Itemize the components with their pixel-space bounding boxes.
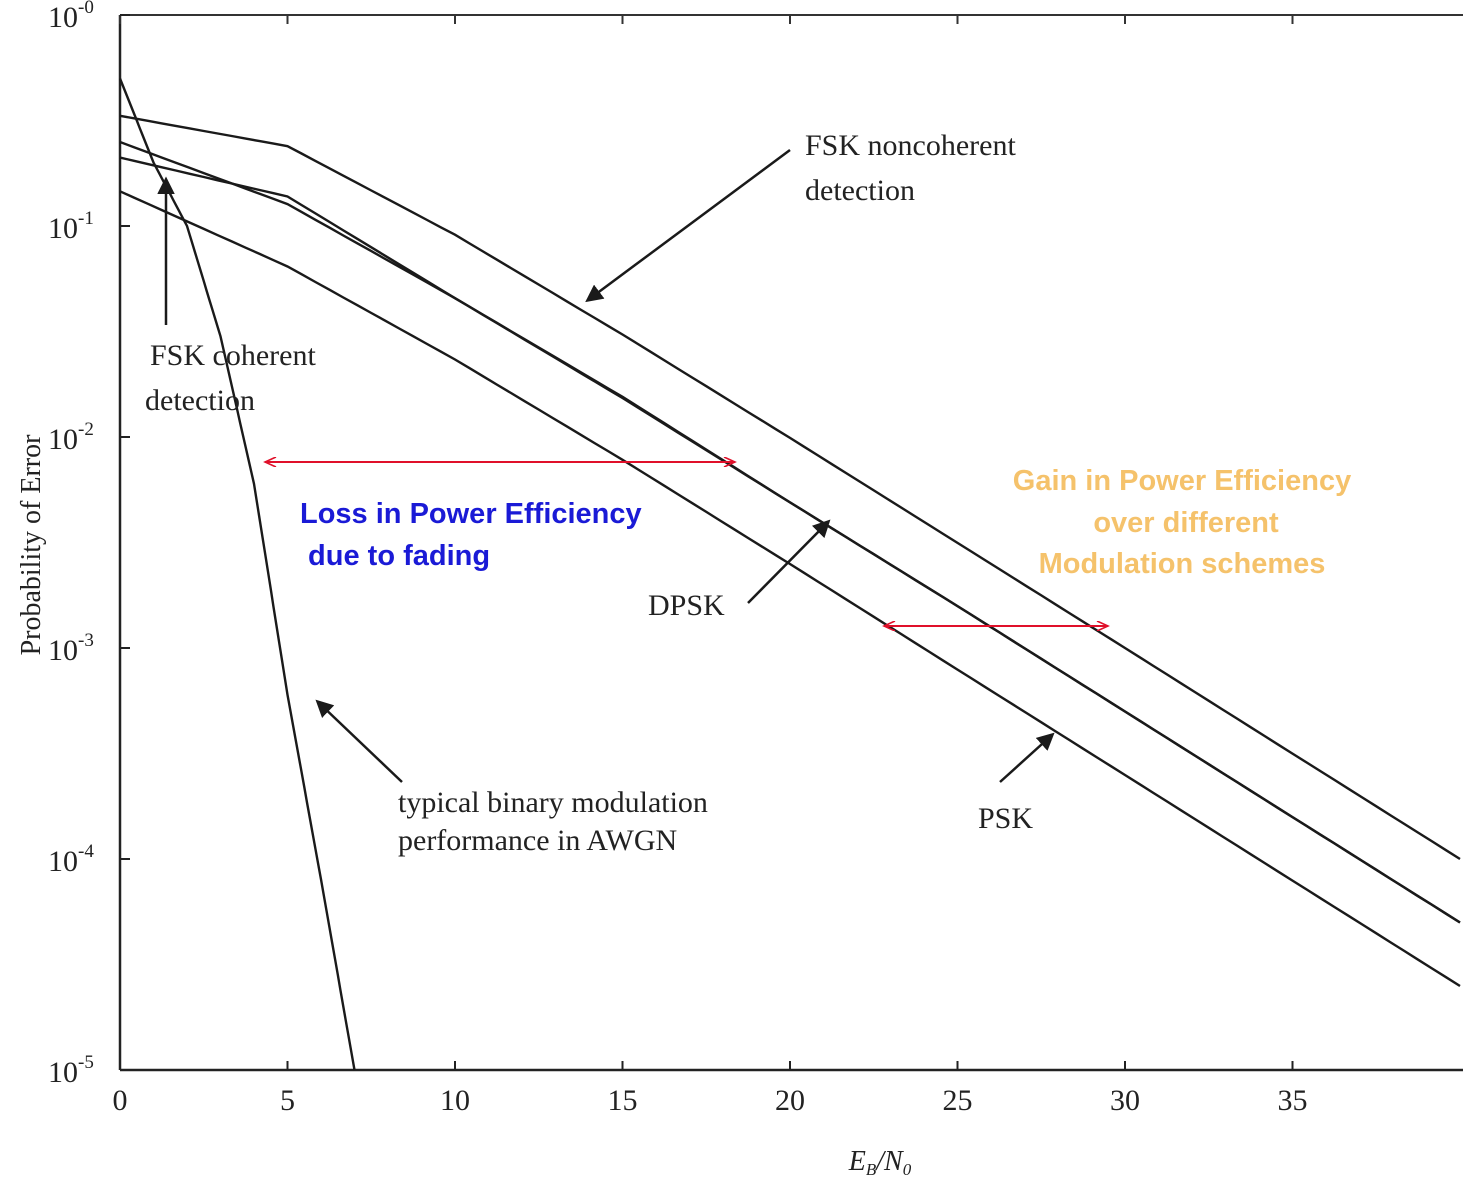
fsk-noncoherent-label-line1: FSK noncoherent (805, 129, 1016, 162)
loss-label-line1: Loss in Power Efficiency (300, 498, 642, 530)
y-axis-title: Probability of Error (16, 434, 47, 656)
x-tick-label: 35 (1278, 1084, 1308, 1117)
x-tick-label: 20 (775, 1084, 805, 1117)
fsk-coherent-label-line1: FSK coherent (150, 339, 316, 372)
x-tick-label: 25 (943, 1084, 973, 1117)
y-tick-label: 10-1 (48, 208, 94, 245)
gain-label-line1: Gain in Power Efficiency (1013, 465, 1351, 497)
loss-annotation: Loss in Power Efficiency due to fading (265, 462, 735, 572)
y-tick-label: 10-0 (48, 0, 94, 34)
fsk-noncoherent-label-line2: detection (805, 174, 915, 207)
y-tick-label: 10-2 (48, 419, 94, 456)
x-ticks: 0 5 10 15 20 25 30 35 (113, 15, 1308, 1117)
y-tick-label: 10-3 (48, 630, 94, 667)
psk-annotation: PSK (978, 732, 1055, 835)
x-tick-label: 5 (280, 1084, 295, 1117)
awgn-pointer (315, 699, 403, 783)
awgn-annotation: typical binary modulation performance in… (315, 699, 708, 857)
series-dpsk (119, 140, 1461, 924)
series-psk (119, 190, 1461, 988)
series-group (118, 78, 1461, 1071)
series-awgn (118, 78, 356, 1071)
dpsk-annotation: DPSK (648, 519, 831, 622)
fsk-noncoherent-pointer (585, 148, 791, 303)
awgn-label-line1: typical binary modulation (398, 786, 708, 819)
fsk-coherent-annotation: FSK coherent detection (145, 176, 316, 417)
dpsk-pointer (747, 519, 831, 604)
y-ticks: 10-0 10-1 10-2 10-3 10-4 10-5 (48, 0, 130, 1089)
gain-annotation: Gain in Power Efficiency over different … (884, 465, 1351, 626)
psk-label: PSK (978, 802, 1033, 835)
psk-pointer (999, 732, 1055, 783)
x-tick-label: 15 (608, 1084, 638, 1117)
fsk-coherent-label-line2: detection (145, 384, 255, 417)
gain-label-line2: over different (1093, 507, 1279, 539)
dpsk-label: DPSK (648, 589, 725, 622)
x-tick-label: 30 (1110, 1084, 1140, 1117)
x-tick-label: 10 (440, 1084, 470, 1117)
y-tick-label: 10-4 (48, 841, 94, 878)
gain-label-line3: Modulation schemes (1039, 548, 1326, 580)
y-tick-label: 10-5 (48, 1052, 94, 1089)
awgn-label-line2: performance in AWGN (398, 824, 677, 857)
x-axis-title: EB/N0 (848, 1146, 912, 1179)
x-tick-label: 0 (113, 1084, 128, 1117)
loss-label-line2: due to fading (300, 540, 490, 572)
fsk-noncoherent-annotation: FSK noncoherent detection (585, 129, 1016, 303)
plot-frame (118, 14, 1463, 1072)
series-fsk-noncoherent (119, 114, 1461, 861)
